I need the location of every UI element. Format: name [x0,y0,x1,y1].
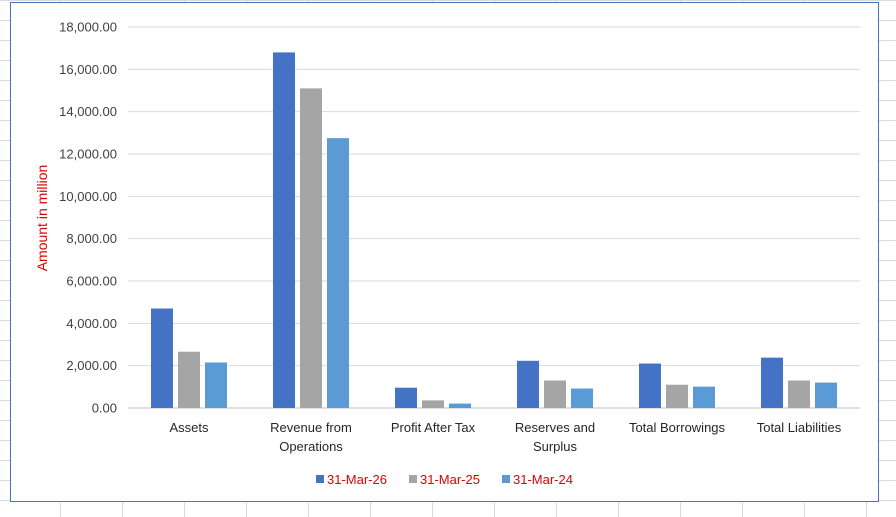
gridlines [128,26,860,409]
legend-swatch [409,475,417,483]
legend-label[interactable]: 31-Mar-25 [420,472,480,487]
bar-31-Mar-24[interactable] [449,403,471,408]
bar-31-Mar-24[interactable] [327,138,349,408]
bar-31-Mar-25[interactable] [788,380,810,408]
bar-31-Mar-24[interactable] [205,362,227,408]
bar-31-Mar-26[interactable] [273,52,295,409]
legend-label[interactable]: 31-Mar-24 [513,472,573,487]
bar-31-Mar-26[interactable] [517,360,539,408]
bar-31-Mar-26[interactable] [151,308,173,408]
bar-31-Mar-26[interactable] [639,363,661,408]
legend[interactable]: 31-Mar-26 31-Mar-25 31-Mar-24 [316,472,573,487]
bar-31-Mar-24[interactable] [571,388,593,408]
x-category-label: Total Borrowings [629,420,726,435]
chart-area[interactable] [10,2,879,502]
bar-31-Mar-25[interactable] [422,400,444,408]
y-tick-label: 0.00 [92,401,117,416]
x-category-label: Assets [169,420,209,435]
bar-31-Mar-24[interactable] [815,382,837,408]
x-category-label: Profit After Tax [391,420,476,435]
y-tick-label: 18,000.00 [59,20,117,35]
x-category-label: Surplus [533,439,578,454]
y-axis-title: Amount in million [34,165,50,272]
x-category-label: Reserves and [515,420,595,435]
y-tick-label: 16,000.00 [59,62,117,77]
bars [151,52,837,409]
legend-label[interactable]: 31-Mar-26 [327,472,387,487]
y-axis-ticks: 0.00 2,000.00 4,000.00 6,000.00 8,000.00 10,0… [59,20,117,416]
y-tick-label: 4,000.00 [66,316,117,331]
y-tick-label: 12,000.00 [59,147,117,162]
bar-31-Mar-25[interactable] [666,384,688,408]
x-category-label: Revenue from [270,420,352,435]
y-tick-label: 2,000.00 [66,358,117,373]
bar-31-Mar-24[interactable] [693,386,715,408]
y-tick-label: 6,000.00 [66,274,117,289]
x-axis-categories: Assets Revenue from Operations Profit After… [169,420,841,454]
y-tick-label: 8,000.00 [66,231,117,246]
x-category-label: Operations [279,439,343,454]
y-tick-label: 10,000.00 [59,189,117,204]
x-category-label: Total Liabilities [757,420,842,435]
bar-31-Mar-26[interactable] [395,387,417,408]
y-tick-label: 14,000.00 [59,104,117,119]
bar-31-Mar-25[interactable] [544,380,566,408]
bar-31-Mar-25[interactable] [178,351,200,408]
legend-swatch [502,475,510,483]
legend-swatch [316,475,324,483]
bar-31-Mar-25[interactable] [300,88,322,408]
bar-31-Mar-26[interactable] [761,357,783,408]
